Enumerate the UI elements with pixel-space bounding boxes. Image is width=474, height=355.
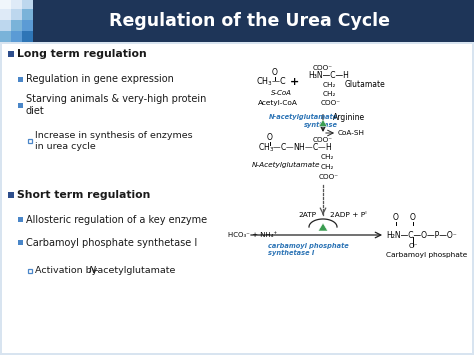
Bar	[2, 44, 472, 353]
Bar	[11, 9, 22, 20]
Text: -acetylglutamate: -acetylglutamate	[94, 266, 176, 275]
Bar	[22, 0, 33, 9]
Bar	[18, 77, 23, 82]
Bar	[0, 0, 474, 42]
Text: O: O	[272, 68, 278, 77]
Bar	[11, 20, 22, 31]
Text: Increase in synthesis of enzymes
in urea cycle: Increase in synthesis of enzymes in urea…	[36, 131, 193, 151]
Text: S-CoA: S-CoA	[271, 90, 292, 96]
Text: Long term regulation: Long term regulation	[17, 49, 147, 59]
Bar	[11, 0, 22, 9]
Bar	[11, 31, 22, 42]
Text: O: O	[410, 213, 416, 222]
Text: CH$_3$—C: CH$_3$—C	[256, 76, 287, 88]
Text: 2ADP + Pᴵ: 2ADP + Pᴵ	[330, 212, 366, 218]
Text: COO⁻: COO⁻	[319, 174, 339, 180]
Text: carbamoyl phosphate
synthetase I: carbamoyl phosphate synthetase I	[268, 243, 349, 256]
Text: Regulation in gene expression: Regulation in gene expression	[26, 74, 174, 84]
Text: N-Acetylglutamate: N-Acetylglutamate	[252, 162, 320, 168]
Text: CH₂: CH₂	[323, 91, 337, 97]
Bar	[28, 139, 33, 143]
Text: H₃Ṅ—C—H: H₃Ṅ—C—H	[308, 71, 349, 80]
Text: Activation by: Activation by	[36, 266, 101, 275]
Text: Carbamoyl phosphate synthetase I: Carbamoyl phosphate synthetase I	[26, 238, 197, 248]
Text: N: N	[89, 266, 96, 275]
Bar	[0, 31, 11, 42]
Text: O⁻: O⁻	[408, 243, 418, 249]
Text: Arginine: Arginine	[333, 113, 365, 122]
Text: 2ATP: 2ATP	[298, 212, 316, 218]
Text: CoA-SH: CoA-SH	[338, 130, 365, 136]
Bar	[18, 103, 23, 108]
Text: CH$_3$—C—NH—C—H: CH$_3$—C—NH—C—H	[258, 141, 332, 153]
Text: O: O	[393, 213, 399, 222]
Bar	[22, 20, 33, 31]
Text: Allosteric regulation of a key enzyme: Allosteric regulation of a key enzyme	[26, 215, 207, 225]
Text: Short term regulation: Short term regulation	[17, 190, 150, 200]
Text: H₂N—C—O—P—O⁻: H₂N—C—O—P—O⁻	[386, 230, 457, 240]
Polygon shape	[319, 120, 327, 126]
Text: COO⁻: COO⁻	[313, 65, 333, 71]
Text: CH₂: CH₂	[321, 154, 334, 160]
Text: HCO₃⁻ + NH₄⁺: HCO₃⁻ + NH₄⁺	[228, 232, 277, 238]
Text: Glutamate: Glutamate	[345, 80, 386, 89]
Text: N-acetylglutamate
synthase: N-acetylglutamate synthase	[269, 114, 338, 127]
Polygon shape	[318, 223, 328, 231]
Bar	[28, 269, 33, 273]
Text: Acetyl-CoA: Acetyl-CoA	[258, 100, 298, 106]
Bar	[18, 217, 23, 222]
Bar	[22, 31, 33, 42]
Text: COO⁻: COO⁻	[313, 137, 333, 143]
Text: +: +	[291, 77, 300, 87]
Bar	[22, 9, 33, 20]
Bar	[0, 20, 11, 31]
Text: Carbamoyl phosphate: Carbamoyl phosphate	[386, 252, 467, 258]
Text: COO⁻: COO⁻	[321, 100, 341, 106]
Bar	[8, 51, 14, 57]
Bar	[0, 9, 11, 20]
Text: Starving animals & very-high protein
diet: Starving animals & very-high protein die…	[26, 94, 206, 116]
Text: CH₂: CH₂	[323, 82, 337, 88]
Text: O: O	[267, 133, 273, 142]
Bar	[18, 240, 23, 245]
Bar	[0, 0, 11, 9]
Bar	[8, 192, 14, 198]
Text: Regulation of the Urea Cycle: Regulation of the Urea Cycle	[109, 12, 391, 30]
Text: CH₂: CH₂	[321, 164, 334, 170]
